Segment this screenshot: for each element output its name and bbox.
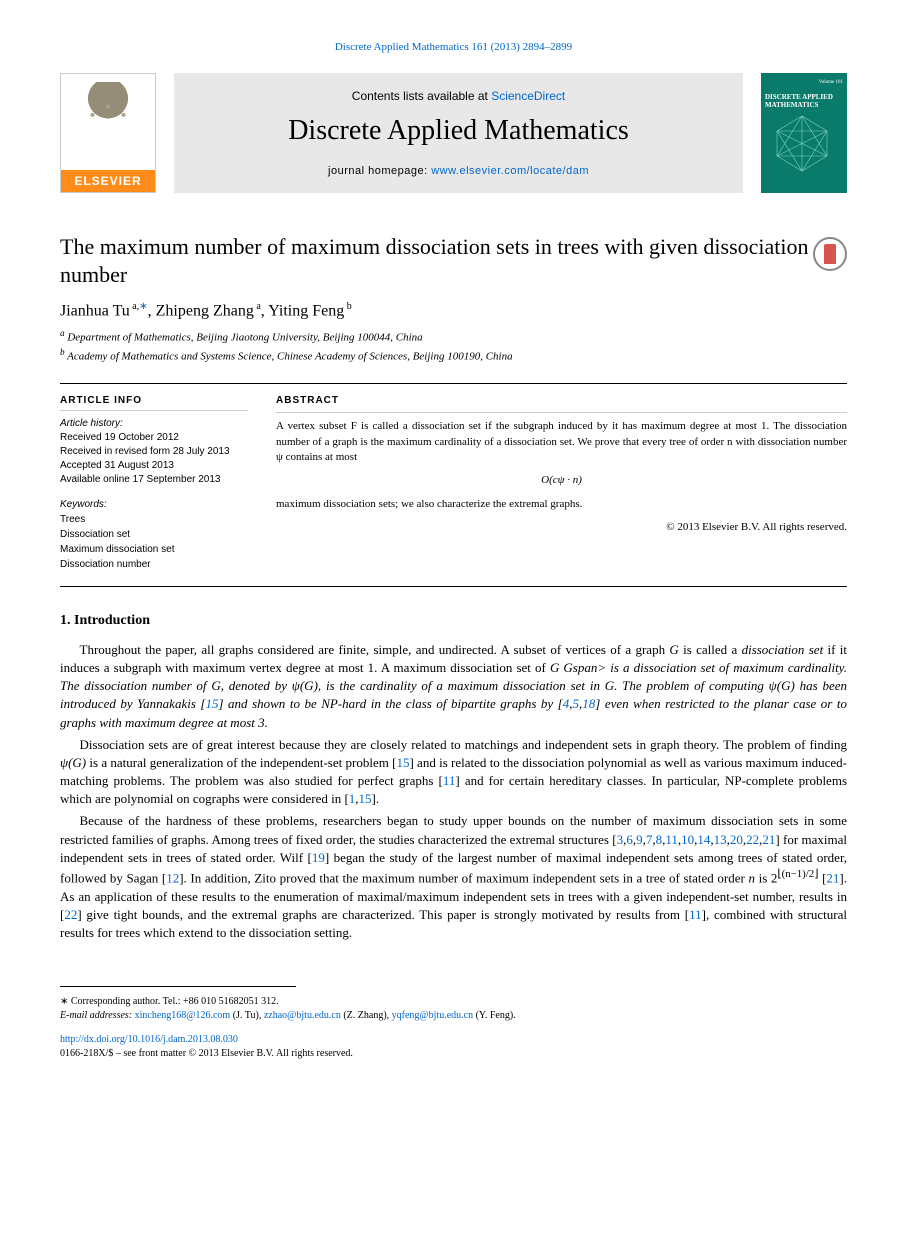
citation-link[interactable]: 18	[582, 696, 595, 711]
journal-homepage-line: journal homepage: www.elsevier.com/locat…	[328, 164, 589, 179]
author-email-link[interactable]: zzhao@bjtu.edu.cn	[264, 1010, 341, 1021]
issn-line: 0166-218X/$ – see front matter © 2013 El…	[60, 1048, 353, 1059]
divider	[276, 412, 847, 413]
divider	[60, 410, 248, 411]
citation-link[interactable]: 6	[626, 832, 633, 847]
citation-link[interactable]: 9	[636, 832, 643, 847]
doi-link[interactable]: http://dx.doi.org/10.1016/j.dam.2013.08.…	[60, 1034, 238, 1045]
abstract-heading: ABSTRACT	[276, 394, 847, 408]
history-revised: Received in revised form 28 July 2013	[60, 445, 248, 459]
citation-link[interactable]: 20	[730, 832, 743, 847]
sciencedirect-link[interactable]: ScienceDirect	[491, 89, 565, 103]
article-info-heading: ARTICLE INFO	[60, 394, 248, 408]
citation-link[interactable]: 15	[205, 696, 218, 711]
article-info-column: ARTICLE INFO Article history: Received 1…	[60, 394, 248, 572]
contents-available-line: Contents lists available at ScienceDirec…	[352, 88, 565, 105]
elsevier-tree-icon	[69, 82, 147, 164]
citation-link[interactable]: 7	[646, 832, 653, 847]
history-online: Available online 17 September 2013	[60, 473, 248, 487]
citation-link[interactable]: 13	[714, 832, 727, 847]
citation-link[interactable]: 12	[166, 870, 179, 885]
keyword-item: Maximum dissociation set	[60, 542, 248, 557]
citation-link[interactable]: 5	[573, 696, 580, 711]
citation-link[interactable]: 1	[349, 791, 356, 806]
citation-link[interactable]: 11	[443, 773, 456, 788]
author-email-link[interactable]: yqfeng@bjtu.edu.cn	[392, 1010, 473, 1021]
section-heading: 1. Introduction	[60, 611, 847, 631]
citation-link[interactable]: 14	[697, 832, 710, 847]
citation-link[interactable]: 22	[64, 907, 77, 922]
author-email-name: (J. Tu),	[230, 1010, 264, 1021]
emails-label: E-mail addresses:	[60, 1010, 135, 1021]
author-affiliations: a Department of Mathematics, Beijing Jia…	[60, 327, 847, 365]
abstract-para: A vertex subset F is called a dissociati…	[276, 419, 847, 465]
elsevier-logo[interactable]: ELSEVIER	[60, 73, 156, 193]
homepage-label: journal homepage:	[328, 165, 431, 177]
author-email-name: (Y. Feng).	[473, 1010, 516, 1021]
abstract-para: maximum dissociation sets; we also chara…	[276, 497, 847, 512]
masthead-center: Contents lists available at ScienceDirec…	[174, 73, 743, 193]
journal-homepage-link[interactable]: www.elsevier.com/locate/dam	[431, 165, 589, 177]
crossmark-button[interactable]	[813, 237, 847, 271]
author-email-link[interactable]: xincheng168@126.com	[135, 1010, 231, 1021]
citation-link[interactable]: 15	[359, 791, 372, 806]
journal-masthead: ELSEVIER Contents lists available at Sci…	[60, 73, 847, 193]
email-line: E-mail addresses: xincheng168@126.com (J…	[60, 1009, 847, 1023]
corresponding-author-note: ∗ Corresponding author. Tel.: +86 010 51…	[60, 995, 847, 1009]
keyword-item: Dissociation set	[60, 527, 248, 542]
body-para: Because of the hardness of these problem…	[60, 812, 847, 942]
body-para: Dissociation sets are of great interest …	[60, 736, 847, 809]
abstract-formula: O(cψ · n)	[276, 473, 847, 488]
history-label: Article history:	[60, 417, 248, 431]
author-list: Jianhua Tu a,∗, Zhipeng Zhang a, Yiting …	[60, 300, 847, 323]
citation-link[interactable]: 8	[656, 832, 663, 847]
page-footer: http://dx.doi.org/10.1016/j.dam.2013.08.…	[60, 1033, 847, 1061]
citation-link[interactable]: 3	[617, 832, 624, 847]
corresponding-star-icon: ∗	[139, 301, 147, 312]
keyword-item: Dissociation number	[60, 557, 248, 572]
journal-title: Discrete Applied Mathematics	[288, 111, 629, 150]
history-received: Received 19 October 2012	[60, 431, 248, 445]
citation-link[interactable]: 21	[762, 832, 775, 847]
cover-title: DISCRETE APPLIED MATHEMATICS	[765, 94, 843, 109]
citation-link[interactable]: 11	[665, 832, 678, 847]
history-accepted: Accepted 31 August 2013	[60, 459, 248, 473]
citation-link[interactable]: 19	[312, 850, 325, 865]
journal-cover-thumbnail[interactable]: Volume 161 DISCRETE APPLIED MATHEMATICS	[761, 73, 847, 193]
elsevier-brand-text: ELSEVIER	[61, 170, 155, 193]
running-head: Discrete Applied Mathematics 161 (2013) …	[60, 40, 847, 55]
citation-link[interactable]: 4	[563, 696, 570, 711]
abstract-copyright: © 2013 Elsevier B.V. All rights reserved…	[276, 520, 847, 535]
citation-link[interactable]: 22	[746, 832, 759, 847]
keywords-heading: Keywords:	[60, 497, 248, 512]
abstract-column: ABSTRACT A vertex subset F is called a d…	[276, 394, 847, 572]
footnote-rule	[60, 986, 296, 991]
citation-link[interactable]: 10	[681, 832, 694, 847]
citation-link[interactable]: 21	[826, 870, 839, 885]
cover-graph-icon	[767, 111, 837, 176]
footnotes: ∗ Corresponding author. Tel.: +86 010 51…	[60, 995, 847, 1023]
body-para: Throughout the paper, all graphs conside…	[60, 641, 847, 732]
body-text: Throughout the paper, all graphs conside…	[60, 641, 847, 942]
cover-volume-label: Volume 161	[765, 79, 843, 86]
crossmark-ribbon-icon	[824, 244, 836, 264]
citation-link[interactable]: 15	[396, 755, 409, 770]
article-title: The maximum number of maximum dissociati…	[60, 233, 813, 288]
divider	[60, 586, 847, 587]
contents-available-text: Contents lists available at	[352, 89, 491, 103]
author-email-name: (Z. Zhang),	[341, 1010, 392, 1021]
citation-link[interactable]: 11	[689, 907, 702, 922]
keyword-item: Trees	[60, 512, 248, 527]
